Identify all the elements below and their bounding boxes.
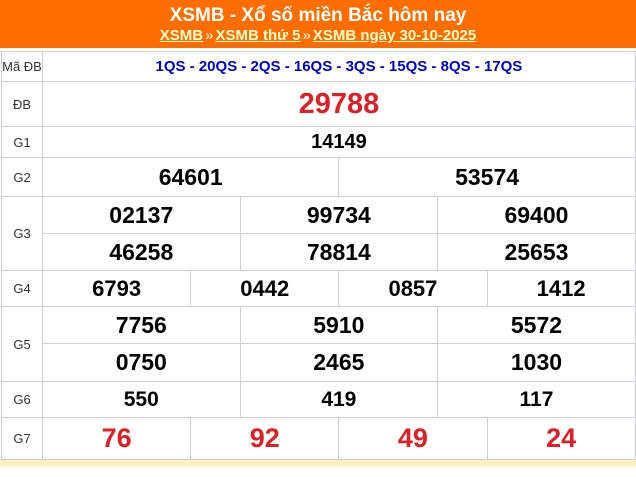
bottom-strip xyxy=(0,460,636,467)
row-label-ma-db: Mã ĐB xyxy=(1,51,43,82)
g5-value: 1030 xyxy=(437,343,636,382)
g6-value: 419 xyxy=(239,381,439,418)
results-table: Mã ĐB 1QS - 20QS - 2QS - 16QS - 3QS - 15… xyxy=(1,51,636,460)
g2-value: 64601 xyxy=(41,157,340,197)
g4-value: 6793 xyxy=(41,270,192,307)
breadcrumb: XSMB» XSMB thứ 5» XSMB ngày 30-10-2025 xyxy=(0,27,636,45)
table-row-g3-continued: 46258 78814 25653 xyxy=(2,233,636,271)
row-label-g3: G3 xyxy=(1,196,43,271)
g3-value: 99734 xyxy=(239,196,439,234)
row-label-g5: G5 xyxy=(1,306,43,382)
table-row-g5-continued: 0750 2465 1030 xyxy=(2,343,636,382)
g3-value: 02137 xyxy=(42,196,241,234)
row-label-g2: G2 xyxy=(1,157,43,197)
g5-value: 2465 xyxy=(239,343,439,382)
table-row-g5: G5 7756 5910 5572 xyxy=(1,306,636,382)
page-title: XSMB - Xổ số miền Bắc hôm nay xyxy=(169,5,467,26)
g3-value: 69400 xyxy=(437,196,636,234)
table-row-g4: G4 6793 0442 0857 1412 xyxy=(1,270,636,307)
table-row-db: ĐB 29788 xyxy=(1,81,636,127)
row-label-db: ĐB xyxy=(1,81,43,127)
g7-value: 49 xyxy=(338,417,488,460)
breadcrumb-separator: » xyxy=(205,27,214,44)
g4-value: 0857 xyxy=(338,270,488,307)
g7-value: 24 xyxy=(486,417,636,460)
table-row-ma-db: Mã ĐB 1QS - 20QS - 2QS - 16QS - 3QS - 15… xyxy=(1,51,636,82)
special-prize-value: 29788 xyxy=(42,81,636,127)
row-label-g4: G4 xyxy=(1,270,43,307)
g1-value: 14149 xyxy=(42,126,636,158)
g6-value: 117 xyxy=(437,381,636,418)
g7-value: 76 xyxy=(41,417,192,460)
g3-value: 78814 xyxy=(239,233,439,271)
g3-value: 25653 xyxy=(437,233,636,271)
table-row-g1: G1 14149 xyxy=(1,126,636,158)
g5-value: 5572 xyxy=(437,306,636,344)
breadcrumb-separator: » xyxy=(302,27,311,44)
g6-value: 550 xyxy=(42,381,241,418)
table-row-g3: G3 02137 99734 69400 xyxy=(1,196,636,271)
table-row-g2: G2 64601 53574 xyxy=(1,157,636,197)
table-row-g6: G6 550 419 117 xyxy=(1,381,636,418)
g5-value: 5910 xyxy=(239,306,439,344)
breadcrumb-link-xsmb[interactable]: XSMB xyxy=(159,27,204,44)
row-label-g1: G1 xyxy=(1,126,43,158)
breadcrumb-link-xsmb-date[interactable]: XSMB ngày 30-10-2025 xyxy=(312,27,477,44)
header-banner: XSMB - Xổ số miền Bắc hôm nay XSMB» XSMB … xyxy=(0,0,636,48)
row-label-g6: G6 xyxy=(1,381,43,418)
g2-value: 53574 xyxy=(338,157,636,197)
g5-value: 0750 xyxy=(42,343,241,382)
row-label-g7: G7 xyxy=(1,417,43,460)
g4-value: 0442 xyxy=(190,270,340,307)
g4-value: 1412 xyxy=(486,270,636,307)
g3-value: 46258 xyxy=(42,233,241,271)
g7-value: 92 xyxy=(190,417,340,460)
g5-value: 7756 xyxy=(42,306,241,344)
breadcrumb-link-xsmb-thu-5[interactable]: XSMB thứ 5 xyxy=(215,27,301,44)
table-row-g7: G7 76 92 49 24 xyxy=(1,417,636,460)
special-code-value: 1QS - 20QS - 2QS - 16QS - 3QS - 15QS - 8… xyxy=(42,51,636,82)
